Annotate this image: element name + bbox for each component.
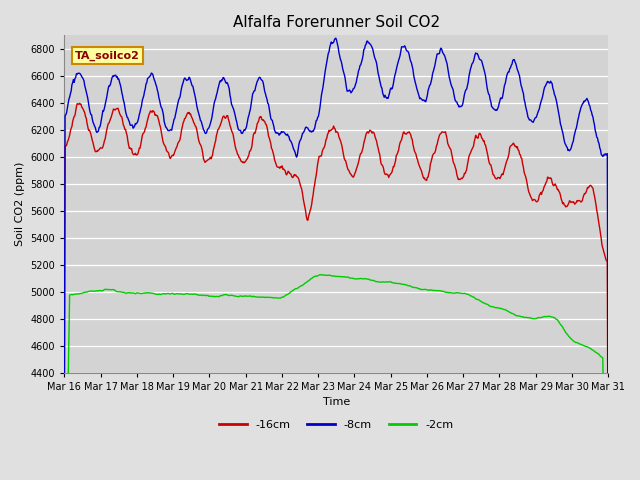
X-axis label: Time: Time	[323, 397, 350, 407]
Y-axis label: Soil CO2 (ppm): Soil CO2 (ppm)	[15, 162, 25, 246]
Text: TA_soilco2: TA_soilco2	[76, 50, 140, 61]
Title: Alfalfa Forerunner Soil CO2: Alfalfa Forerunner Soil CO2	[232, 15, 440, 30]
Legend: -16cm, -8cm, -2cm: -16cm, -8cm, -2cm	[214, 416, 458, 434]
